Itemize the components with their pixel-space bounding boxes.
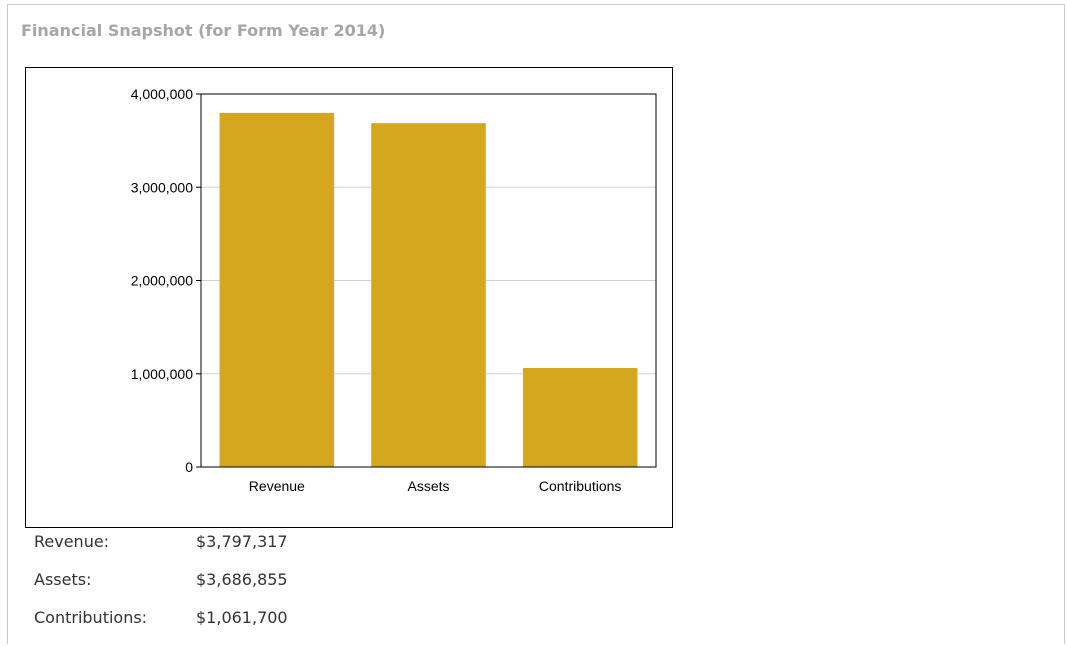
- summary-value: $3,797,317: [196, 532, 288, 551]
- bar-revenue: [219, 112, 335, 467]
- y-tick-label: 2,000,000: [131, 273, 193, 289]
- y-tick-label: 0: [185, 459, 193, 475]
- summary-value: $3,686,855: [196, 570, 288, 589]
- x-category-label: Assets: [407, 478, 449, 494]
- x-category-label: Revenue: [249, 478, 305, 494]
- bar-contributions: [522, 367, 638, 467]
- y-tick-label: 3,000,000: [131, 179, 193, 195]
- bar-assets: [371, 123, 486, 467]
- y-tick-label: 4,000,000: [131, 86, 193, 102]
- plot-frame: [200, 93, 657, 468]
- y-tick-label: 1,000,000: [131, 366, 193, 382]
- summary-label: Contributions:: [34, 608, 148, 627]
- summary-label: Assets:: [34, 570, 92, 589]
- x-category-label: Contributions: [539, 478, 622, 494]
- summary-value: $1,061,700: [196, 608, 288, 627]
- bar-chart-svg: 0 1,000,000 2,000,000 3,000,000 4,000,000 Rev…: [131, 86, 657, 494]
- panel-title: Financial Snapshot (for Form Year 2014): [21, 21, 386, 40]
- summary-label: Revenue:: [34, 532, 110, 551]
- financial-snapshot-panel: Financial Snapshot (for Form Year 2014) …: [7, 4, 1065, 644]
- bar-chart: 0 1,000,000 2,000,000 3,000,000 4,000,000 Rev…: [25, 67, 673, 528]
